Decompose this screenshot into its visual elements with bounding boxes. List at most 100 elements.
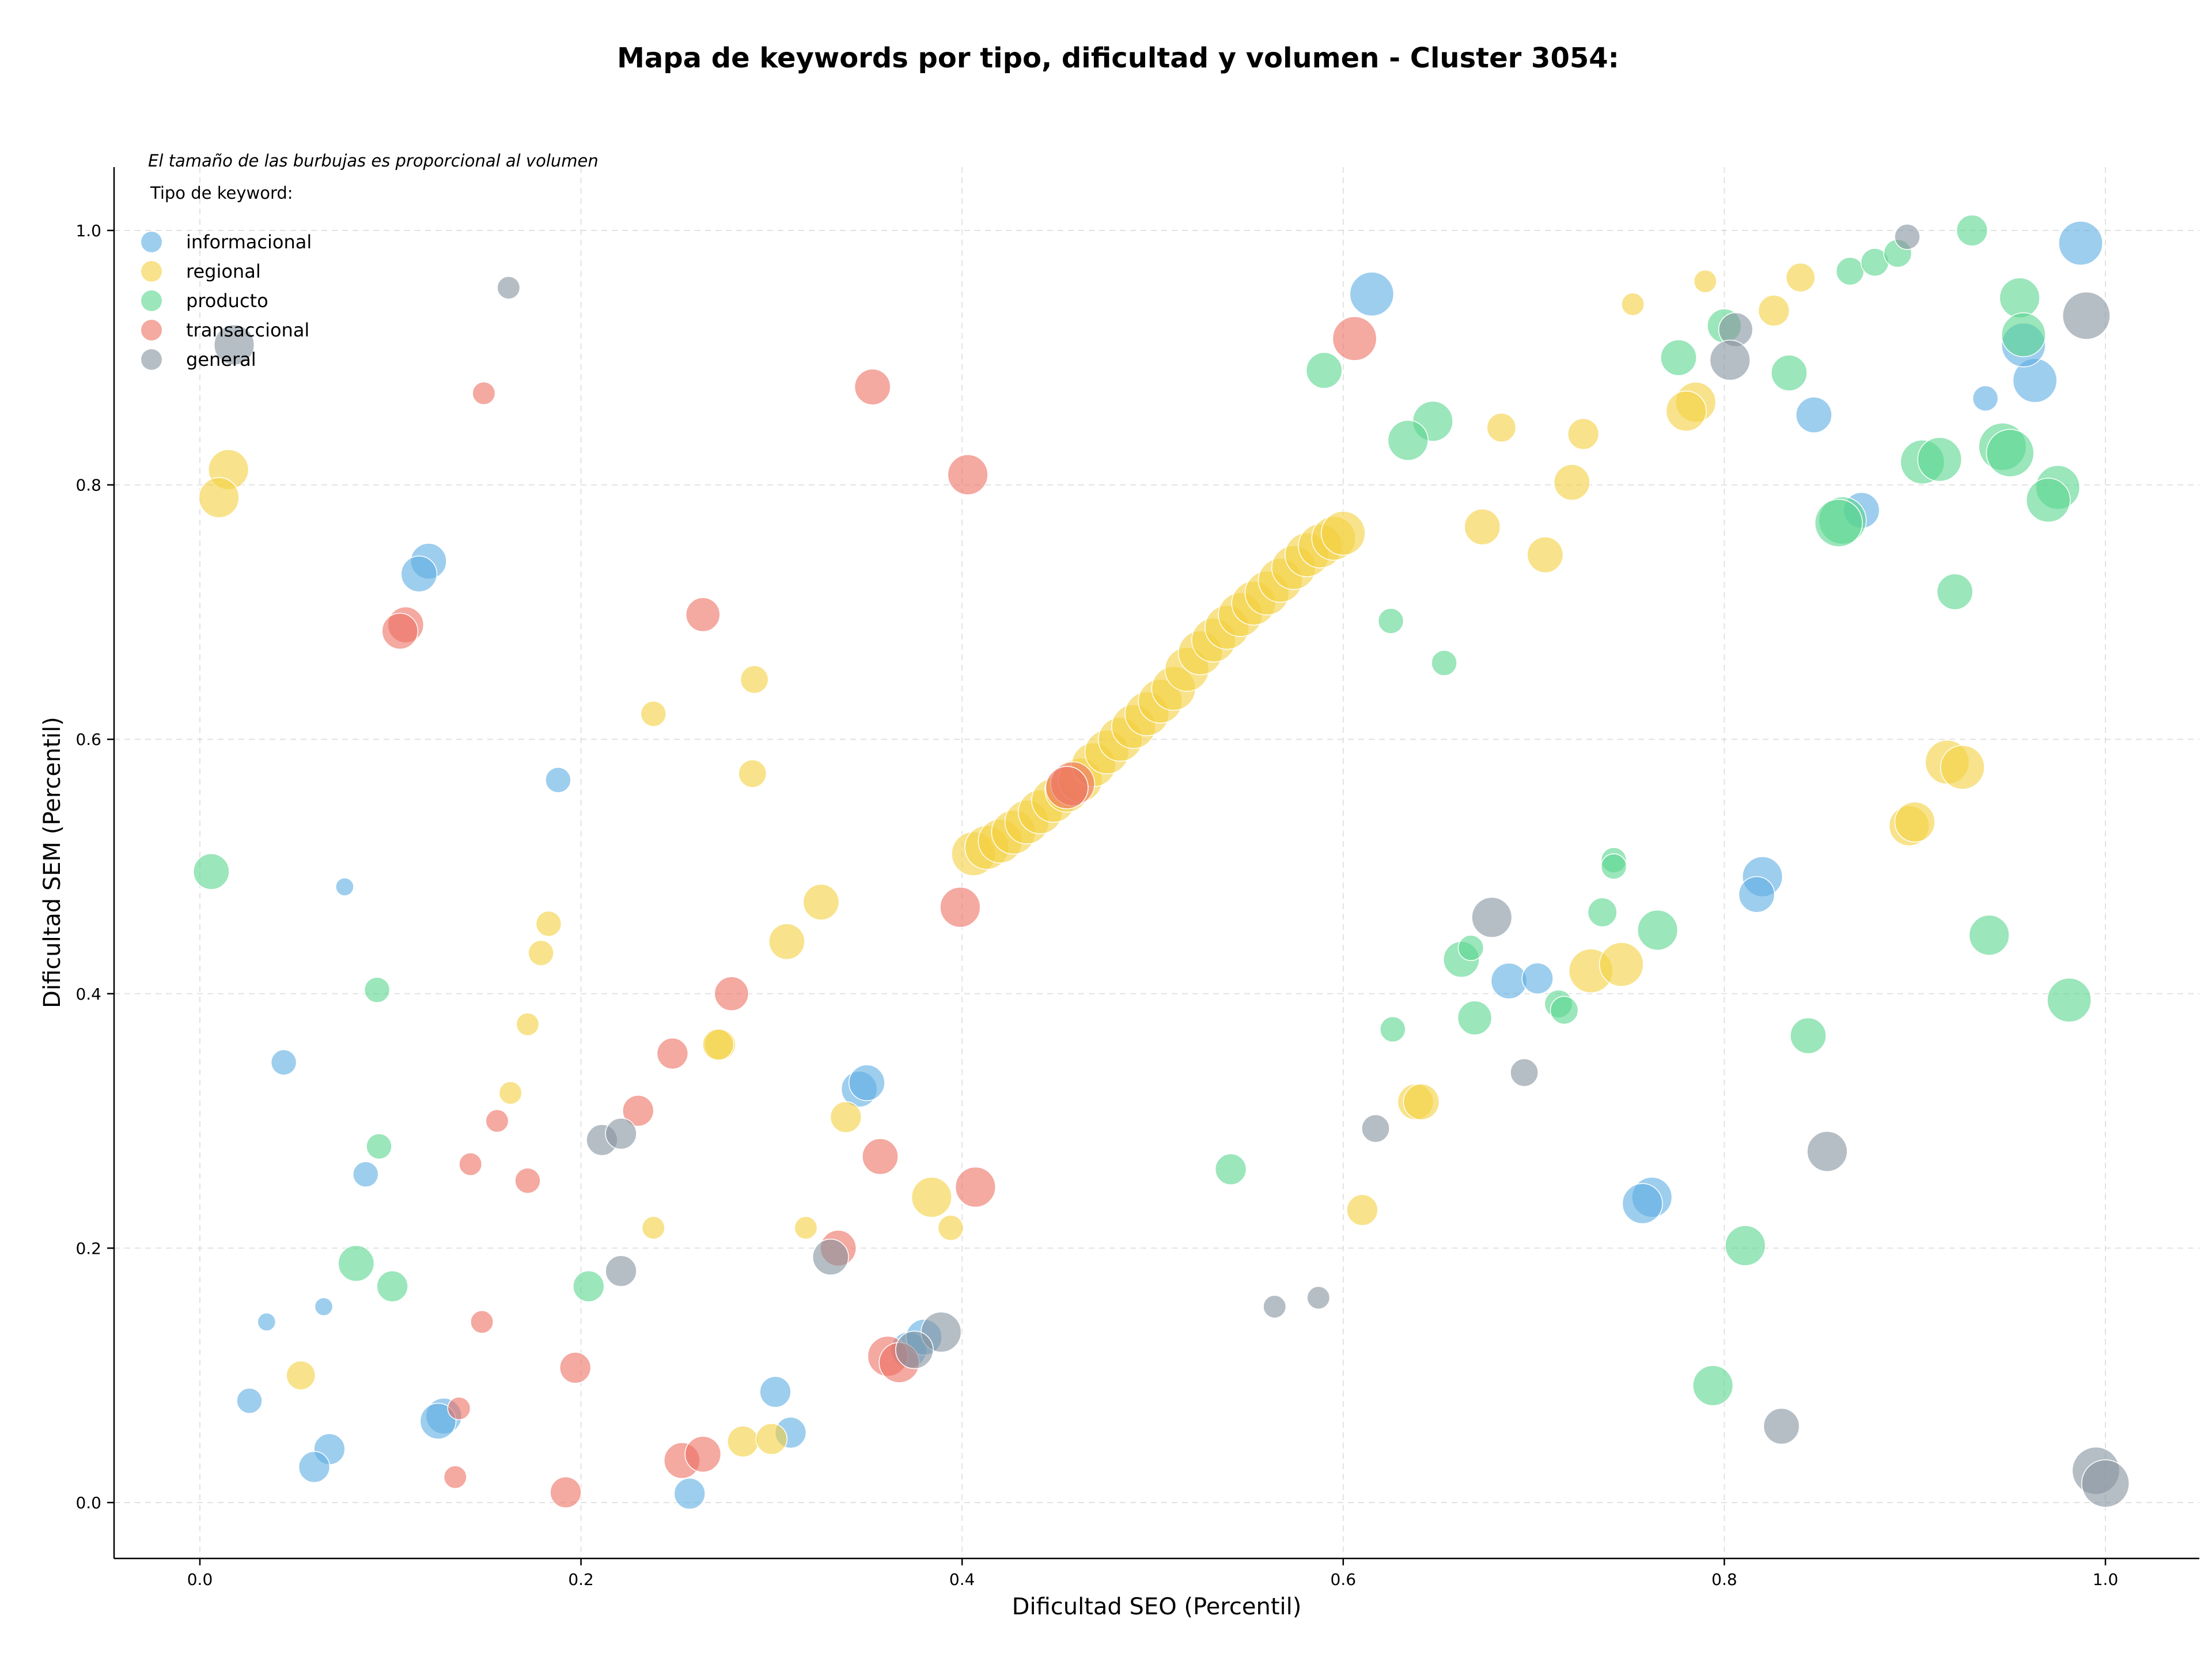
bubble-informacional [1622, 1183, 1663, 1224]
bubble-informacional [2058, 221, 2103, 266]
bubble-informacional [257, 1312, 276, 1331]
bubble-informacional [1521, 962, 1554, 994]
y-tick-label: 0.8 [75, 476, 101, 495]
y-tick-label: 0.6 [75, 730, 101, 749]
bubble-regional [535, 910, 562, 937]
legend-item-informacional: informacional [141, 231, 312, 253]
bubble-informacional [419, 1402, 457, 1440]
bubble-general [1471, 896, 1513, 938]
bubble-producto [2047, 977, 2092, 1023]
bubble-producto [338, 1245, 375, 1282]
bubble-informacional [1972, 385, 1999, 412]
bubble-producto [366, 1133, 392, 1160]
y-tick-label: 0.4 [75, 985, 101, 1004]
bubble-general [1361, 1114, 1390, 1143]
bubble-transaccional [862, 1138, 899, 1175]
bubble-informacional [1349, 271, 1395, 317]
bubble-regional [286, 1360, 316, 1391]
bubble-producto [1968, 914, 2010, 956]
legend-marker [141, 261, 162, 282]
bubble-producto [1956, 214, 1988, 247]
y-axis-label: Dificultad SEM (Percentil) [39, 717, 66, 1008]
bubble-regional [1486, 413, 1517, 443]
y-tick-label: 1.0 [75, 221, 101, 240]
bubble-transaccional [559, 1352, 592, 1384]
bubble-regional [755, 1422, 788, 1455]
bubble-transaccional [447, 1397, 471, 1421]
bubble-regional [727, 1425, 759, 1458]
bubble-informacional [298, 1451, 331, 1483]
bubble-regional [802, 883, 840, 921]
bubble-regional [528, 940, 554, 966]
bubble-transaccional [550, 1476, 582, 1508]
bubble-producto [1999, 277, 2040, 319]
bubble-producto [1771, 354, 1808, 392]
bubble-informacional [1490, 962, 1528, 1000]
bubble-producto [1550, 996, 1579, 1025]
bubble-informacional [270, 1049, 297, 1076]
bubble-transaccional [1332, 316, 1377, 361]
axes [113, 167, 2199, 1560]
bubble-informacional [236, 1387, 263, 1414]
bubble-regional [516, 1012, 540, 1036]
x-tick-label: 0.8 [1711, 1570, 1737, 1589]
bubble-general [1806, 1131, 1848, 1172]
bubble-regional [1693, 269, 1717, 293]
bubble-informacional [314, 1297, 334, 1316]
y-tick-label: 0.2 [75, 1239, 101, 1258]
legend-marker [141, 232, 162, 252]
bubble-regional [1346, 1194, 1378, 1226]
bubble-general [605, 1118, 637, 1150]
bubble-regional [1785, 262, 1816, 293]
bubble-informacional [335, 877, 354, 896]
bubble-producto [192, 853, 230, 890]
bubbles [192, 214, 2130, 1510]
bubble-informacional [673, 1477, 706, 1510]
grid [114, 167, 2199, 1558]
bubble-transaccional [381, 612, 419, 650]
bubble-general [2062, 291, 2111, 340]
bubble-transaccional [685, 597, 721, 633]
legend-item-producto: producto [141, 290, 268, 312]
bubble-general [812, 1239, 849, 1276]
series-transaccional [381, 316, 1377, 1508]
bubble-general [1263, 1295, 1287, 1319]
legend-title: Tipo de keyword: [150, 183, 293, 203]
bubble-transaccional [940, 887, 981, 928]
bubble-informacional [848, 1064, 885, 1102]
bubble-regional [641, 1216, 665, 1240]
bubble-producto [1380, 1016, 1406, 1043]
bubble-regional [640, 701, 667, 727]
legend: informacional regional producto transaccion… [141, 231, 312, 370]
bubble-producto [2025, 478, 2071, 523]
bubble-producto [1600, 853, 1627, 880]
bubble-producto [1936, 573, 1974, 610]
bubble-producto [1835, 256, 1865, 286]
bubble-general [1763, 1408, 1800, 1445]
bubble-regional [1894, 801, 1936, 843]
bubble-informacional [400, 555, 438, 593]
bubble-regional [794, 1216, 818, 1240]
series-regional [198, 262, 1985, 1458]
bubble-producto [363, 977, 391, 1003]
legend-marker [141, 290, 162, 311]
bubble-transaccional [955, 1166, 996, 1208]
x-ticks: 0.0 0.2 0.4 0.6 0.8 1.0 [187, 1558, 2118, 1589]
bubble-regional [1665, 390, 1707, 432]
legend-label: regional [186, 260, 261, 282]
bubble-transaccional [485, 1109, 509, 1133]
bubble-producto [2001, 312, 2046, 357]
bubble-regional [1758, 294, 1790, 327]
bubble-general [1709, 339, 1751, 381]
bubble-size-note: El tamaño de las burbujas es proporciona… [148, 151, 599, 171]
x-tick-label: 0.2 [568, 1570, 594, 1589]
bubble-transaccional [514, 1167, 541, 1194]
bubble-producto [1305, 352, 1343, 389]
legend-item-transaccional: transaccional [141, 319, 309, 341]
legend-item-general: general [141, 349, 256, 370]
bubble-transaccional [472, 381, 496, 406]
legend-marker [141, 349, 162, 370]
bubble-transaccional [443, 1465, 467, 1489]
y-tick-label: 0.0 [75, 1493, 101, 1512]
bubble-general [1510, 1058, 1539, 1087]
